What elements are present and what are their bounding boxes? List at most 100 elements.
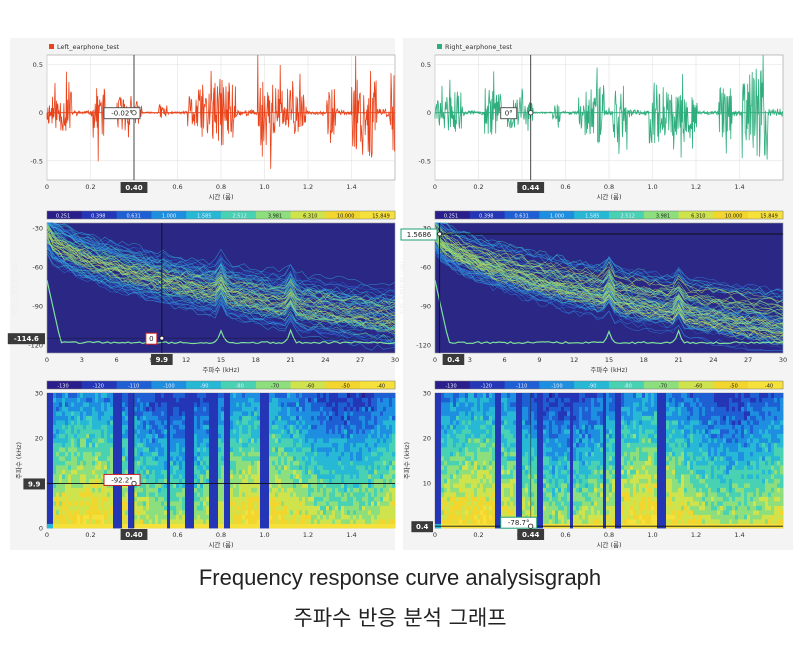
spectrogram-cell bbox=[95, 438, 99, 443]
spectrogram-cell bbox=[83, 397, 87, 403]
spectrogram-cell bbox=[468, 402, 472, 407]
spectrogram-cell bbox=[62, 478, 66, 484]
spectrogram-cell bbox=[311, 469, 315, 475]
spectrogram-cell bbox=[179, 483, 183, 488]
spectrogram-cell bbox=[242, 429, 246, 434]
spectrum-curve bbox=[46, 244, 396, 329]
spectrogram-cell bbox=[62, 496, 66, 502]
spectrogram-cell bbox=[392, 505, 396, 511]
spectrogram-cell bbox=[266, 406, 270, 412]
spectrogram-cell bbox=[182, 478, 186, 484]
spectrogram-cell bbox=[179, 519, 183, 524]
spectrogram-cell bbox=[185, 519, 189, 524]
spectrogram-cell bbox=[344, 469, 348, 475]
spectrogram-cell bbox=[299, 523, 303, 529]
spectrogram-cell bbox=[104, 429, 108, 434]
spectrogram-cell bbox=[492, 406, 496, 412]
colorbar-segment bbox=[70, 381, 77, 389]
spectrogram-cell bbox=[528, 501, 532, 506]
colorbar-segment bbox=[250, 211, 257, 219]
spectrogram-cell bbox=[149, 429, 153, 434]
spectrogram-cell bbox=[230, 406, 234, 412]
spectrogram-cell bbox=[200, 487, 204, 493]
spectrogram-cell bbox=[290, 501, 294, 506]
spectrogram-cell bbox=[308, 451, 312, 457]
spectrogram-cell bbox=[155, 402, 159, 407]
spectrogram-cell bbox=[474, 474, 478, 479]
spectrogram-cell bbox=[98, 451, 102, 457]
spectrogram-cell bbox=[341, 496, 345, 502]
spectrogram-cell bbox=[89, 411, 93, 416]
colorbar-tick-label: 0.398 bbox=[91, 213, 105, 219]
spectrogram-cell bbox=[474, 465, 478, 470]
spectrogram-cell bbox=[489, 478, 493, 484]
spectrogram-cell bbox=[519, 501, 523, 506]
spectrogram-cell bbox=[453, 496, 457, 502]
spectrogram-cell bbox=[335, 411, 339, 416]
spectrogram-cell bbox=[299, 487, 303, 493]
spectrogram-cell bbox=[104, 456, 108, 461]
spectrogram-cell bbox=[338, 420, 342, 425]
spectrogram-cell bbox=[350, 429, 354, 434]
spectrogram-cell bbox=[374, 456, 378, 461]
spectrogram-cell bbox=[125, 510, 129, 515]
spectrogram-cell bbox=[251, 397, 255, 403]
spectrogram-cell bbox=[86, 424, 90, 430]
spectrogram-cell bbox=[176, 397, 180, 403]
spectrogram-cell bbox=[89, 474, 93, 479]
spectrogram-cell bbox=[191, 451, 195, 457]
spectrogram-cell bbox=[242, 442, 246, 448]
spectrogram-cell bbox=[447, 420, 451, 425]
spectrogram-cell bbox=[170, 469, 174, 475]
spectrogram-cell bbox=[444, 393, 448, 398]
spectrogram-cell bbox=[101, 415, 105, 421]
spectrogram-cell bbox=[335, 519, 339, 524]
spectrogram-cell bbox=[368, 505, 372, 511]
spectrogram-cell bbox=[176, 456, 180, 461]
spectrogram-cell bbox=[335, 483, 339, 488]
spectrogram-cell bbox=[242, 460, 246, 466]
spectrogram-cell bbox=[290, 492, 294, 497]
spectrogram-cell bbox=[260, 487, 264, 493]
spectrogram-cell bbox=[305, 438, 309, 443]
spectrogram-cell bbox=[50, 505, 54, 511]
spectrum-curve bbox=[46, 230, 396, 327]
cursor-x-label: 9.9 bbox=[156, 356, 169, 364]
spectrogram-cell bbox=[83, 483, 87, 488]
spectrogram-cell bbox=[260, 519, 264, 524]
spectrogram-cell bbox=[74, 406, 78, 412]
spectrogram-cell bbox=[323, 406, 327, 412]
spectrogram-cell bbox=[389, 406, 393, 412]
spectrogram-cell bbox=[224, 411, 228, 416]
spectrogram-cell bbox=[245, 424, 249, 430]
spectrogram-cell bbox=[468, 469, 472, 475]
spectrogram-cell bbox=[98, 469, 102, 475]
spectrogram-cell bbox=[59, 433, 63, 439]
spectrogram-cell bbox=[212, 433, 216, 439]
spectrogram-cell bbox=[356, 424, 360, 430]
spectrogram-cell bbox=[137, 514, 141, 520]
spectrogram-cell bbox=[465, 514, 469, 520]
spectrogram-cell bbox=[465, 474, 469, 479]
spectrogram-cell bbox=[504, 397, 508, 403]
spectrogram-cell bbox=[62, 456, 66, 461]
spectrogram-cell bbox=[528, 483, 532, 488]
spectrogram-cell bbox=[293, 442, 297, 448]
spectrogram-cell bbox=[227, 469, 231, 475]
spectrogram-cell bbox=[248, 451, 252, 457]
spectrogram-cell bbox=[242, 501, 246, 506]
spectrogram-cell bbox=[326, 433, 330, 439]
spectrogram-cell bbox=[110, 433, 114, 439]
spectrogram-cell bbox=[176, 429, 180, 434]
spectrogram-cell bbox=[170, 460, 174, 466]
spectrogram-cell bbox=[80, 460, 84, 466]
spectrogram-cell bbox=[338, 415, 342, 421]
spectrogram-cell bbox=[173, 514, 177, 520]
spectrogram-cell bbox=[206, 469, 210, 475]
spectrogram-cell bbox=[173, 393, 177, 398]
spectrogram-cell bbox=[86, 465, 90, 470]
spectrogram-cell bbox=[317, 447, 321, 452]
spectrogram-cell bbox=[456, 492, 460, 497]
spectrogram-cell bbox=[209, 492, 213, 497]
